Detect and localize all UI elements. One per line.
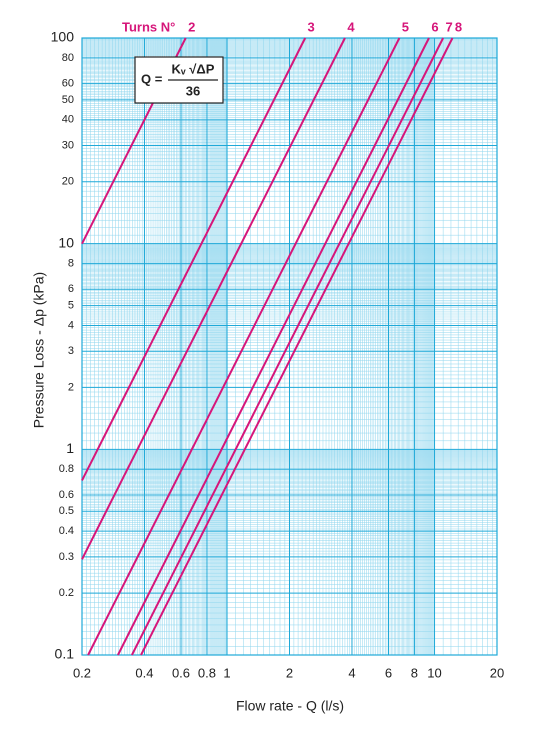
formula-numerator: Kᵥ √ΔP [172, 61, 215, 76]
y-tick-label: 60 [62, 78, 74, 90]
grid [81, 37, 498, 656]
formula-denominator: 36 [186, 83, 200, 98]
y-tick-label: 80 [62, 52, 74, 64]
x-tick-label: 20 [490, 665, 504, 680]
x-tick-label: 6 [385, 665, 392, 680]
y-tick-label: 6 [68, 283, 74, 295]
y-tick-label: 2 [68, 381, 74, 393]
series-label: 7 [446, 19, 453, 34]
formula-lhs: Q = [141, 71, 163, 86]
y-tick-label: 1 [66, 440, 74, 456]
x-tick-label: 0.8 [198, 665, 216, 680]
series-label: 3 [308, 19, 315, 34]
flow-line [117, 37, 430, 656]
x-tick-label: 0.6 [172, 665, 190, 680]
x-tick-label: 8 [411, 665, 418, 680]
flow-line [87, 37, 401, 656]
y-tick-label: 40 [62, 114, 74, 126]
plot-frame [81, 37, 498, 656]
y-tick-label: 0.2 [59, 587, 74, 599]
x-axis-label: Flow rate - Q (l/s) [236, 698, 344, 714]
y-tick-label: 0.1 [55, 646, 75, 662]
formula-box: Q = Kᵥ √ΔP 36 [134, 56, 224, 104]
series-label: 4 [347, 19, 355, 34]
y-tick-label: 0.6 [59, 489, 74, 501]
x-tick-label: 10 [427, 665, 441, 680]
lines [81, 37, 454, 656]
series-label: 5 [402, 19, 409, 34]
x-tick-label: 0.2 [73, 665, 91, 680]
y-tick-label: 100 [51, 29, 75, 45]
x-tick-label: 1 [223, 665, 230, 680]
flow-line [81, 37, 346, 560]
x-tick-label: 4 [348, 665, 355, 680]
x-tick-label: 2 [286, 665, 293, 680]
series-label: 6 [431, 19, 438, 34]
y-tick-label: 8 [68, 258, 74, 270]
series-label: 2 [188, 19, 195, 34]
flow-line [140, 37, 454, 656]
y-tick-label: 0.8 [59, 463, 74, 475]
y-tick-label: 0.4 [59, 525, 74, 537]
y-tick-label: 0.3 [59, 551, 74, 563]
y-tick-label: 20 [62, 176, 74, 188]
flow-line [81, 37, 307, 481]
y-tick-label: 50 [62, 94, 74, 106]
y-tick-label: 10 [58, 234, 74, 250]
y-tick-label: 30 [62, 139, 74, 151]
y-tick-label: 0.5 [59, 505, 74, 517]
legend-title: Turns N° [122, 19, 175, 34]
y-tick-label: 3 [68, 345, 74, 357]
flow-line [131, 37, 445, 656]
y-axis-label: Pressure Loss - Δp (kPa) [31, 272, 47, 428]
x-tick-label: 0.4 [135, 665, 153, 680]
y-tick-label: 5 [68, 299, 74, 311]
y-tick-label: 4 [68, 319, 74, 331]
series-label: 8 [455, 19, 462, 34]
